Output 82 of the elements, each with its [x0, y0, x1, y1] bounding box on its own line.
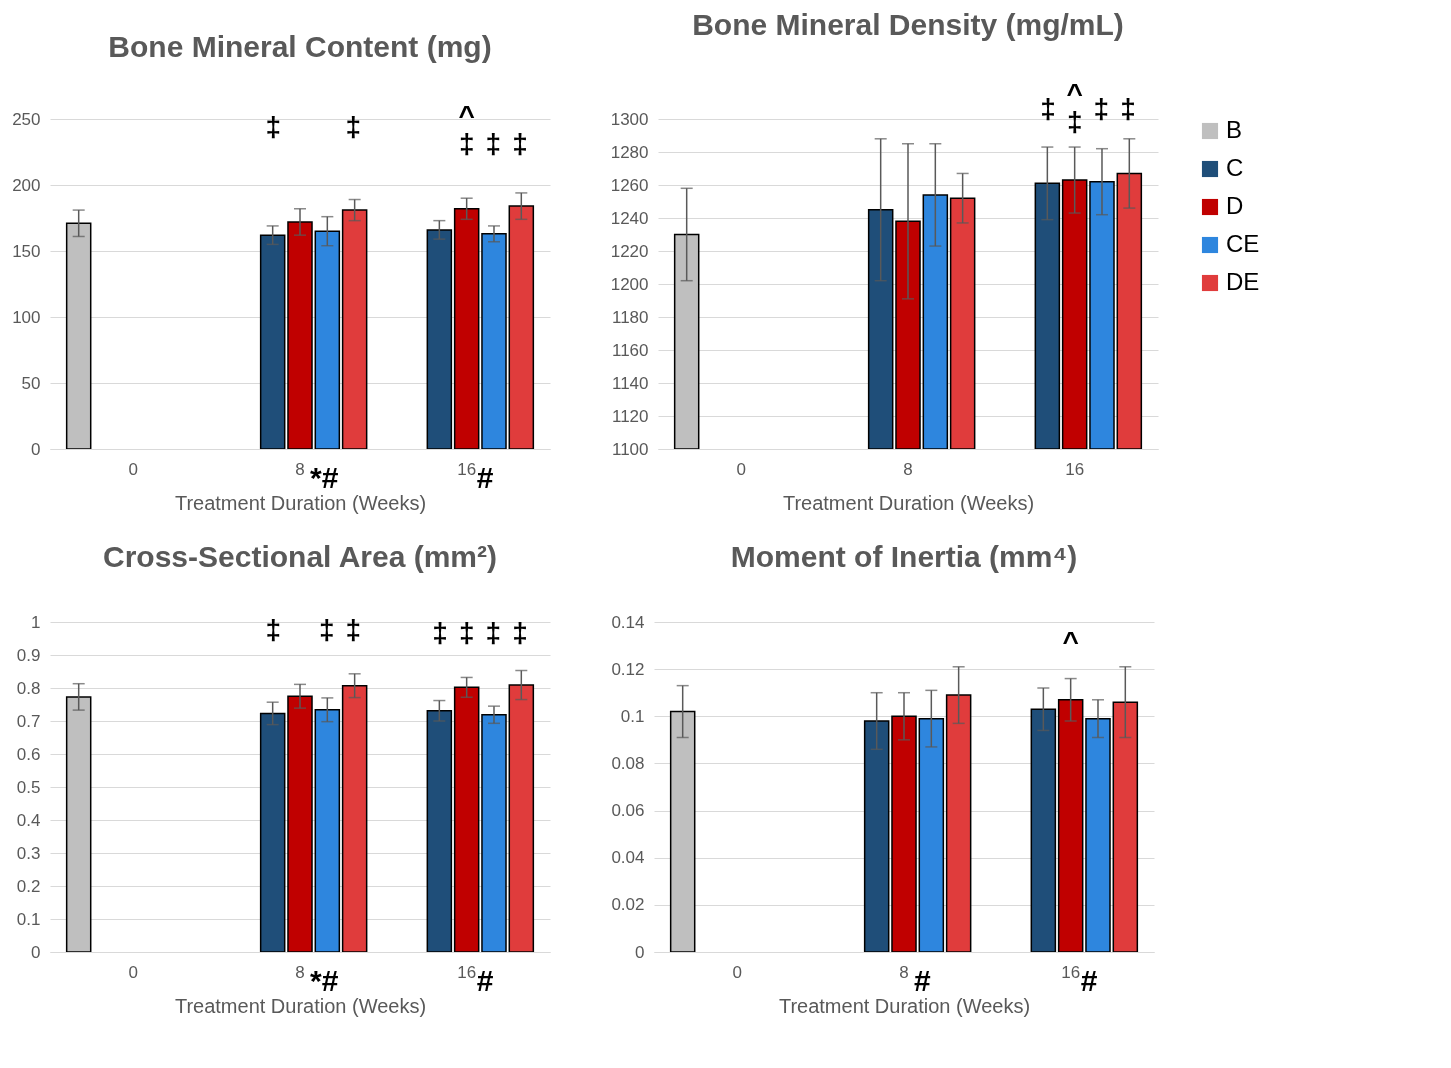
x-axis-title: Treatment Duration (Weeks)	[174, 994, 427, 1017]
y-tick-label: 1260	[610, 175, 649, 195]
y-tick-label: 0.4	[16, 810, 41, 830]
x-tick-label: 16	[457, 459, 477, 479]
y-tick-label: 1200	[610, 274, 649, 294]
y-tick-label: 0.1	[16, 909, 41, 929]
y-tick-label: 0	[31, 942, 41, 962]
y-tick-label: 1	[31, 612, 41, 632]
y-tick-label: 200	[12, 175, 41, 195]
y-tick-label: 0	[635, 942, 645, 962]
y-tick-label: 0.9	[16, 645, 41, 665]
annotation: ‡	[432, 617, 448, 649]
x-tick-label: 0	[128, 962, 139, 982]
annotation: ‡	[1040, 92, 1056, 124]
x-axis-title: Treatment Duration (Weeks)	[778, 994, 1031, 1017]
annotation: ‡	[1093, 92, 1110, 124]
y-tick-label: 1300	[610, 109, 649, 129]
x-tick-label: 8	[295, 962, 305, 982]
y-tick-label: 0.14	[611, 612, 645, 632]
legend-label: B	[1226, 116, 1243, 143]
y-tick-label: 1120	[611, 406, 649, 426]
x-tick-label: 16	[1065, 459, 1085, 479]
x-tick-label: 0	[732, 962, 743, 982]
y-tick-label: 0.8	[16, 678, 41, 698]
y-tick-label: 0.02	[611, 895, 645, 915]
y-tick-label: 0.7	[16, 711, 41, 731]
y-tick-label: 250	[12, 109, 41, 129]
text: *#	[310, 461, 339, 494]
y-tick-label: 1160	[611, 340, 649, 360]
y-tick-label: 1100	[611, 439, 649, 459]
x-tick-label: 8	[903, 459, 913, 479]
x-tick-label: 0	[736, 459, 747, 479]
x-tick-label: 16	[1061, 962, 1081, 982]
y-tick-label: 1180	[611, 307, 649, 327]
y-tick-label: 1240	[610, 208, 649, 228]
text: #	[476, 964, 494, 997]
text: #	[1080, 964, 1098, 997]
chart-title: Moment of Inertia (mm⁴)	[730, 540, 1078, 573]
y-tick-label: 0.2	[16, 876, 41, 896]
y-tick-label: 1220	[610, 241, 649, 261]
chart-title: Bone Mineral Density (mg/mL)	[692, 8, 1124, 42]
legend-label: D	[1226, 192, 1244, 219]
text: *#	[310, 964, 339, 997]
annotation: ‡	[512, 127, 528, 159]
x-tick-label: 16	[457, 962, 477, 982]
y-tick-label: 1140	[611, 373, 649, 393]
y-tick-label: 50	[21, 373, 41, 393]
annotation: ‡	[485, 617, 502, 649]
annotation: ‡	[265, 111, 282, 143]
y-tick-label: 150	[12, 241, 41, 261]
y-tick-label: 0.5	[16, 777, 41, 797]
annotation: ‡	[318, 614, 335, 646]
y-tick-label: 0	[31, 439, 41, 459]
annotation: ‡	[485, 127, 502, 159]
y-tick-label: 0.1	[620, 706, 645, 726]
annotation: ‡	[345, 614, 362, 646]
legend-label: CE	[1226, 230, 1260, 257]
y-tick-label: 0.12	[611, 659, 645, 679]
y-tick-label: 0.6	[16, 744, 41, 764]
annotation: ‡	[1120, 92, 1136, 124]
y-tick-label: 0.04	[611, 848, 645, 868]
annotation: ‡	[512, 617, 528, 649]
y-tick-label: 0.3	[16, 843, 41, 863]
x-tick-label: 8	[899, 962, 909, 982]
text: #	[476, 461, 494, 494]
text: #	[914, 964, 931, 997]
annotation: ^	[1062, 625, 1079, 657]
annotation: ‡	[345, 111, 362, 143]
x-axis-title: Treatment Duration (Weeks)	[174, 491, 427, 514]
legend-label: DE	[1226, 268, 1260, 295]
chart-title: Bone Mineral Content (mg)	[108, 29, 492, 63]
y-tick-label: 1280	[610, 142, 649, 162]
y-tick-label: 0.06	[611, 801, 645, 821]
y-tick-label: 0.08	[611, 753, 645, 773]
chart-title: Cross-Sectional Area (mm²)	[103, 540, 497, 573]
legend-label: C	[1226, 154, 1244, 181]
x-tick-label: 8	[295, 459, 305, 479]
x-tick-label: 0	[128, 459, 139, 479]
annotation: ‡	[458, 617, 475, 649]
y-tick-label: 100	[12, 307, 41, 327]
x-axis-title: Treatment Duration (Weeks)	[782, 491, 1035, 514]
annotation: ‡	[265, 614, 282, 646]
